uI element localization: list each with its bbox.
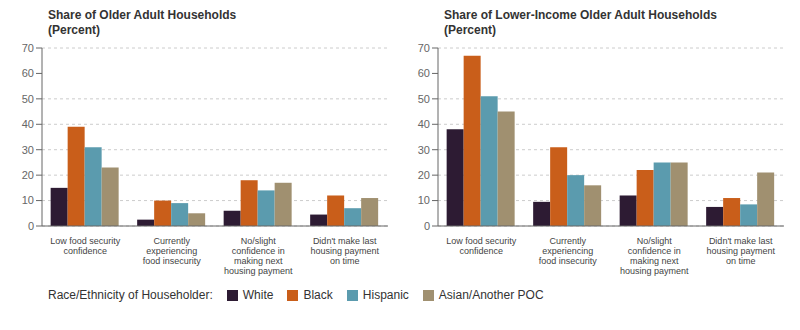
- svg-text:Didn't make lasthousing paymen: Didn't make lasthousing paymenton time: [706, 236, 775, 266]
- html-text:Share of Lower-Income Older Ad: Share of Lower-Income Older Adult Househ…: [444, 8, 717, 37]
- svg-text:Didn't make lasthousing paymen: Didn't make lasthousing paymenton time: [310, 236, 379, 266]
- svg-text:40: 40: [22, 118, 34, 130]
- svg-text:30: 30: [418, 144, 430, 156]
- html-text:White: White: [242, 288, 274, 302]
- svg-text:0: 0: [28, 220, 34, 232]
- svg-text:20: 20: [22, 169, 34, 181]
- svg-text:10: 10: [418, 194, 430, 206]
- svg-text:Currentlyexperiencingfood inse: Currentlyexperiencingfood insecurity: [539, 236, 598, 266]
- svg-text:Currentlyexperiencingfood inse: Currentlyexperiencingfood insecurity: [143, 236, 202, 266]
- svg-text:Low food securityconfidence: Low food securityconfidence: [446, 236, 517, 256]
- svg-text:No/slightconfidence inmaking n: No/slightconfidence inmaking nexthousing…: [224, 236, 293, 276]
- html-text:Asian/Another POC: Asian/Another POC: [438, 288, 544, 302]
- svg-text:No/slightconfidence inmaking n: No/slightconfidence inmaking nexthousing…: [620, 236, 689, 276]
- svg-text:10: 10: [22, 194, 34, 206]
- svg-text:50: 50: [418, 93, 430, 105]
- svg-text:Low food securityconfidence: Low food securityconfidence: [50, 236, 121, 256]
- svg-text:30: 30: [22, 144, 34, 156]
- svg-text:20: 20: [418, 169, 430, 181]
- html-text:Hispanic: Hispanic: [362, 288, 409, 302]
- svg-text:0: 0: [424, 220, 430, 232]
- svg-text:50: 50: [22, 93, 34, 105]
- html-text:Black: Black: [303, 288, 333, 302]
- svg-text:40: 40: [418, 118, 430, 130]
- html-text:Race/Ethnicity of Householder:: Race/Ethnicity of Householder:: [48, 288, 213, 302]
- svg-text:70: 70: [418, 42, 430, 54]
- svg-text:60: 60: [22, 67, 34, 79]
- html-text:Share of Older Adult Household: Share of Older Adult Households (Percent…: [48, 8, 237, 37]
- svg-text:70: 70: [22, 42, 34, 54]
- svg-text:60: 60: [418, 67, 430, 79]
